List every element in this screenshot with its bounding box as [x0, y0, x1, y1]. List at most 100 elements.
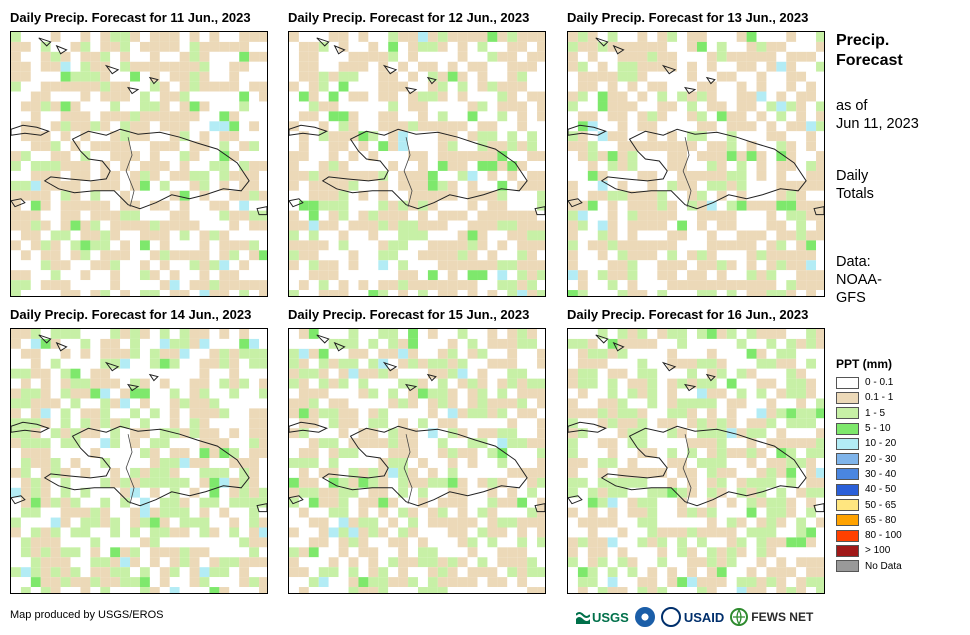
precip-cell — [776, 250, 787, 261]
precip-cell — [716, 270, 727, 281]
precip-cell — [716, 388, 727, 399]
precip-cell — [249, 131, 260, 142]
forecast-map-6 — [567, 328, 825, 594]
legend-swatch — [836, 468, 859, 481]
precip-cell — [40, 111, 51, 122]
precip-cell — [388, 329, 399, 339]
precip-cell — [667, 338, 678, 349]
precip-cell — [417, 131, 428, 142]
precip-cell — [20, 398, 31, 409]
precip-cell — [587, 418, 598, 429]
precip-cell — [219, 121, 230, 132]
precip-cell — [776, 477, 787, 488]
precip-cell — [447, 398, 458, 409]
precip-cell — [368, 200, 379, 211]
haiti-dr-border — [403, 434, 413, 504]
precip-cell — [467, 487, 478, 498]
precip-cell — [298, 587, 309, 593]
precip-cell — [696, 161, 707, 171]
precip-cell — [338, 388, 349, 399]
precip-cell — [607, 467, 618, 478]
precip-cell — [517, 348, 528, 359]
precip-cell — [447, 517, 458, 528]
precip-cell — [736, 507, 747, 518]
precip-cell — [637, 348, 648, 359]
precip-cell — [776, 280, 787, 291]
precip-cell — [706, 517, 717, 528]
precip-cell — [766, 41, 777, 52]
precip-cell — [209, 101, 220, 112]
precip-cell — [40, 260, 51, 271]
precip-cell — [786, 270, 797, 281]
precip-cell — [696, 180, 707, 191]
precip-cell — [687, 448, 697, 459]
precip-cell — [100, 587, 111, 593]
precip-cell — [408, 378, 418, 389]
precip-cell — [507, 280, 518, 291]
precip-cell — [726, 250, 737, 261]
precip-cell — [70, 230, 81, 241]
precip-cell — [687, 230, 697, 241]
precip-cell — [447, 467, 458, 478]
precip-cell — [497, 388, 508, 399]
precip-cell — [657, 220, 668, 231]
precip-cell — [806, 497, 817, 508]
precip-cell — [806, 398, 817, 409]
precip-cell — [816, 428, 824, 439]
precip-cell — [139, 141, 150, 152]
precip-cell — [627, 517, 638, 528]
precip-cell — [30, 41, 41, 52]
precip-cell — [328, 567, 339, 578]
precip-cell — [537, 190, 545, 201]
precip-cell — [427, 587, 438, 593]
precip-cell — [716, 547, 727, 558]
precip-cell — [677, 418, 688, 429]
precip-cell — [637, 458, 648, 468]
precip-cell — [328, 290, 339, 296]
precip-cell — [149, 41, 160, 52]
precip-cell — [298, 270, 309, 281]
precip-cell — [497, 190, 508, 201]
precip-cell — [736, 41, 747, 52]
precip-cell — [378, 448, 389, 459]
precip-cell — [289, 71, 299, 82]
precip-cell — [348, 587, 359, 593]
precip-cell — [766, 280, 777, 291]
precip-cell — [637, 280, 648, 291]
precip-cell — [60, 91, 71, 102]
precip-cell — [796, 458, 807, 468]
precip-cell — [477, 220, 488, 231]
precip-cell — [786, 200, 797, 211]
precip-cell — [816, 537, 824, 548]
precip-cell — [219, 557, 230, 568]
precip-cell — [199, 517, 210, 528]
precip-cell — [627, 170, 638, 181]
coastline-outline — [11, 198, 26, 208]
precip-cell — [358, 170, 369, 181]
precip-cell — [229, 280, 240, 291]
precip-cell — [627, 81, 638, 92]
precip-cell — [50, 338, 61, 349]
precip-cell — [149, 270, 160, 281]
precip-cell — [110, 151, 121, 162]
precip-cell — [467, 270, 478, 281]
precip-cell — [298, 438, 309, 449]
precip-cell — [457, 448, 468, 459]
coastline-outline — [600, 128, 807, 210]
precip-cell — [706, 200, 717, 211]
precip-cell — [497, 220, 508, 231]
precip-cell — [130, 240, 140, 251]
precip-cell — [368, 418, 379, 429]
precip-cell — [756, 497, 767, 508]
precip-cell — [647, 220, 658, 231]
precip-cell — [457, 557, 468, 568]
precip-cell — [417, 507, 428, 518]
precip-cell — [149, 101, 160, 112]
precip-cell — [597, 388, 608, 399]
precip-cell — [11, 270, 21, 281]
precip-cell — [189, 507, 200, 518]
precip-cell — [667, 151, 678, 162]
precip-cell — [706, 51, 717, 62]
precip-cell — [786, 101, 797, 112]
precip-cell — [696, 358, 707, 369]
